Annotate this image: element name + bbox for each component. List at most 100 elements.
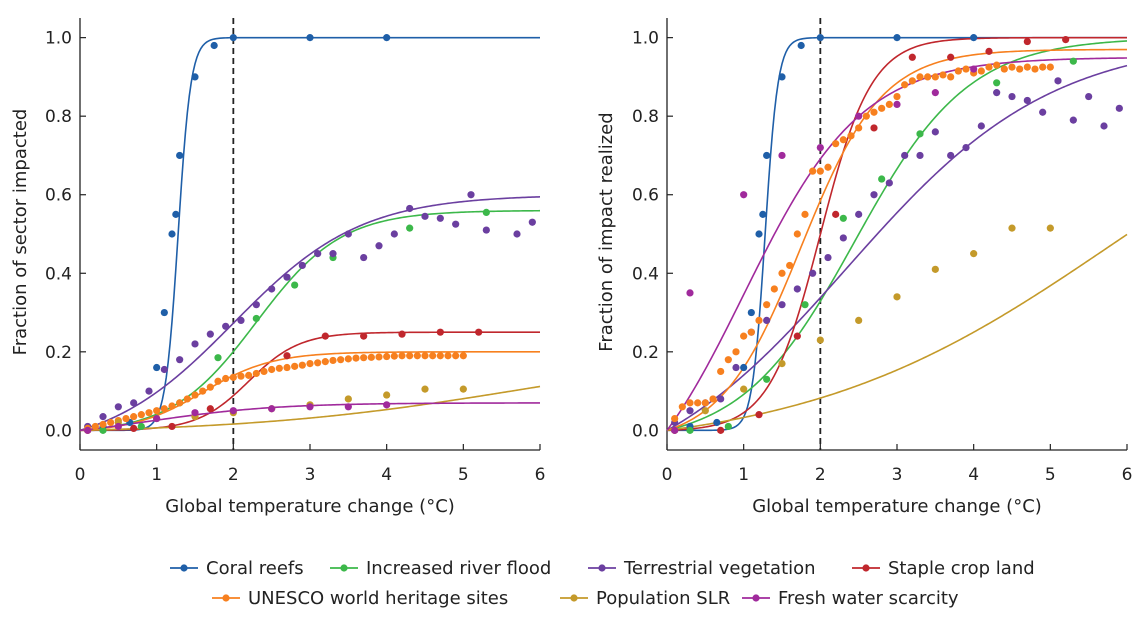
left-chart-unesco-point bbox=[206, 383, 214, 391]
right-chart-unesco-point bbox=[878, 104, 886, 112]
left-chart-vegetation-point bbox=[283, 273, 291, 281]
right-chart-panel: 0 1 2 3 4 5 6 0.0 0.2 0.4 0.6 0.8 1.0 Global tempera… bbox=[596, 18, 1132, 517]
right-chart-flood-point bbox=[993, 79, 1001, 87]
left-chart-unesco-point bbox=[375, 353, 383, 361]
right-chart-unesco-point bbox=[885, 100, 893, 108]
left-chart-unesco-point bbox=[444, 352, 452, 360]
left-chart-vegetation-point bbox=[191, 340, 199, 348]
right-chart-unesco-point bbox=[893, 92, 901, 101]
right-chart-unesco-point bbox=[824, 163, 832, 171]
left-chart-slr-point bbox=[383, 391, 391, 399]
right-chart-vegetation-point bbox=[962, 144, 970, 152]
right-chart-flood-point bbox=[686, 426, 694, 434]
right-chart-x-tick-label: 3 bbox=[892, 465, 903, 485]
left-chart-unesco-point bbox=[283, 363, 291, 372]
right-chart-unesco-point bbox=[1000, 65, 1008, 73]
left-chart-x-tick-label: 5 bbox=[458, 465, 469, 485]
right-chart-vegetation-point bbox=[1008, 92, 1016, 101]
left-chart-unesco-point bbox=[329, 356, 337, 365]
right-chart-coral-point bbox=[797, 41, 805, 50]
left-chart-coral-point bbox=[229, 34, 237, 42]
left-chart-vegetation-point bbox=[375, 242, 383, 250]
left-chart-unesco-point bbox=[452, 352, 460, 360]
right-chart-unesco-point bbox=[763, 301, 771, 309]
right-chart-crop-point bbox=[755, 411, 763, 419]
left-chart-panel: 0 1 2 3 4 5 6 0.0 0.2 0.4 0.6 0.8 1.0 Global tempera… bbox=[10, 18, 545, 517]
left-chart-unesco-point bbox=[137, 411, 145, 419]
right-chart-unesco-point bbox=[870, 108, 878, 116]
left-chart-unesco-point bbox=[275, 364, 283, 372]
right-chart-flood-point bbox=[1069, 57, 1077, 65]
left-chart-vegetation-point bbox=[145, 387, 153, 395]
left-chart-crop-point bbox=[321, 332, 329, 340]
right-chart-vegetation-point bbox=[885, 179, 893, 187]
left-chart-unesco-point bbox=[229, 373, 237, 381]
right-chart-vegetation-point bbox=[916, 151, 924, 160]
right-chart-unesco-point bbox=[671, 414, 679, 423]
right-chart-vegetation-point bbox=[1054, 77, 1062, 85]
right-chart-crop-point bbox=[1023, 37, 1031, 46]
right-chart-slr-point bbox=[893, 293, 901, 301]
left-chart-vegetation-point bbox=[528, 218, 536, 226]
left-chart-coral-point bbox=[172, 210, 180, 218]
left-chart-slr-point bbox=[459, 385, 467, 393]
left-chart-vegetation-point bbox=[206, 330, 214, 338]
left-chart-water-point bbox=[191, 409, 199, 417]
right-chart-unesco-point bbox=[1008, 63, 1016, 71]
right-chart-water-point bbox=[970, 65, 978, 73]
left-chart-vegetation-point bbox=[160, 365, 168, 374]
left-chart-vegetation-point bbox=[252, 301, 260, 309]
legend-label: Staple crop land bbox=[888, 558, 1035, 579]
left-chart-coral-point bbox=[153, 363, 161, 372]
left-chart-vegetation-point bbox=[406, 204, 414, 213]
right-chart-y-tick-label: 0.0 bbox=[632, 421, 659, 441]
left-chart-unesco-point bbox=[191, 391, 199, 399]
left-chart-unesco-point bbox=[168, 402, 176, 410]
right-chart-unesco-point bbox=[786, 261, 794, 270]
legend-item-slr: Population SLR bbox=[560, 588, 730, 609]
left-chart-vegetation-point bbox=[314, 250, 322, 258]
right-chart-vegetation-point bbox=[1023, 96, 1031, 105]
right-chart-coral-point bbox=[759, 210, 767, 218]
right-chart-vegetation-point bbox=[809, 269, 817, 277]
left-chart-vegetation-point bbox=[344, 230, 352, 238]
left-chart-unesco-point bbox=[183, 395, 191, 403]
legend-label: UNESCO world heritage sites bbox=[248, 588, 508, 609]
right-chart-vegetation-point bbox=[947, 151, 955, 160]
left-chart-x-tick-label: 6 bbox=[535, 465, 546, 485]
left-chart-plot-area: 0 1 2 3 4 5 6 0.0 0.2 0.4 0.6 0.8 1.0 bbox=[45, 18, 545, 485]
left-chart-unesco-point bbox=[429, 352, 437, 360]
left-chart-crop-point bbox=[206, 405, 214, 413]
right-chart-crop-point bbox=[1062, 36, 1070, 44]
right-chart-slr-point bbox=[701, 407, 709, 415]
left-chart-flood-point bbox=[252, 314, 260, 323]
left-chart-water-point bbox=[306, 403, 314, 411]
right-chart-unesco-point bbox=[694, 399, 702, 407]
left-chart-unesco-point bbox=[398, 352, 406, 360]
right-chart-y-tick-label: 1.0 bbox=[632, 29, 659, 49]
left-chart-vegetation-point bbox=[390, 230, 398, 238]
right-chart-flood-point bbox=[724, 422, 732, 431]
right-chart-crop-point bbox=[870, 124, 878, 132]
right-chart-unesco-point bbox=[793, 230, 801, 238]
left-chart-unesco-point bbox=[260, 367, 268, 376]
right-chart-unesco-point bbox=[962, 65, 970, 73]
legend-item-unesco: UNESCO world heritage sites bbox=[212, 588, 508, 609]
right-chart-unesco-point bbox=[924, 73, 932, 81]
left-chart-coral-point bbox=[168, 230, 176, 238]
right-chart-slr-point bbox=[778, 360, 786, 368]
left-chart-unesco-point bbox=[160, 405, 168, 413]
right-chart-water-fit-line bbox=[666, 57, 1128, 431]
right-chart-coral-point bbox=[713, 418, 721, 427]
left-chart-unesco-point bbox=[153, 407, 161, 415]
legend-item-water: Fresh water scarcity bbox=[742, 588, 959, 609]
left-chart-unesco-point bbox=[145, 409, 153, 417]
left-chart-vegetation-point bbox=[130, 399, 138, 407]
left-chart-flood-point bbox=[137, 422, 145, 431]
right-chart-crop-point bbox=[908, 53, 916, 61]
right-chart-unesco-point bbox=[862, 112, 870, 120]
right-chart-vegetation-point bbox=[1085, 92, 1093, 101]
left-chart-coral-fit-line bbox=[80, 36, 540, 432]
left-chart-unesco-point bbox=[314, 359, 322, 367]
legend-item-flood: Increased river flood bbox=[330, 558, 551, 579]
